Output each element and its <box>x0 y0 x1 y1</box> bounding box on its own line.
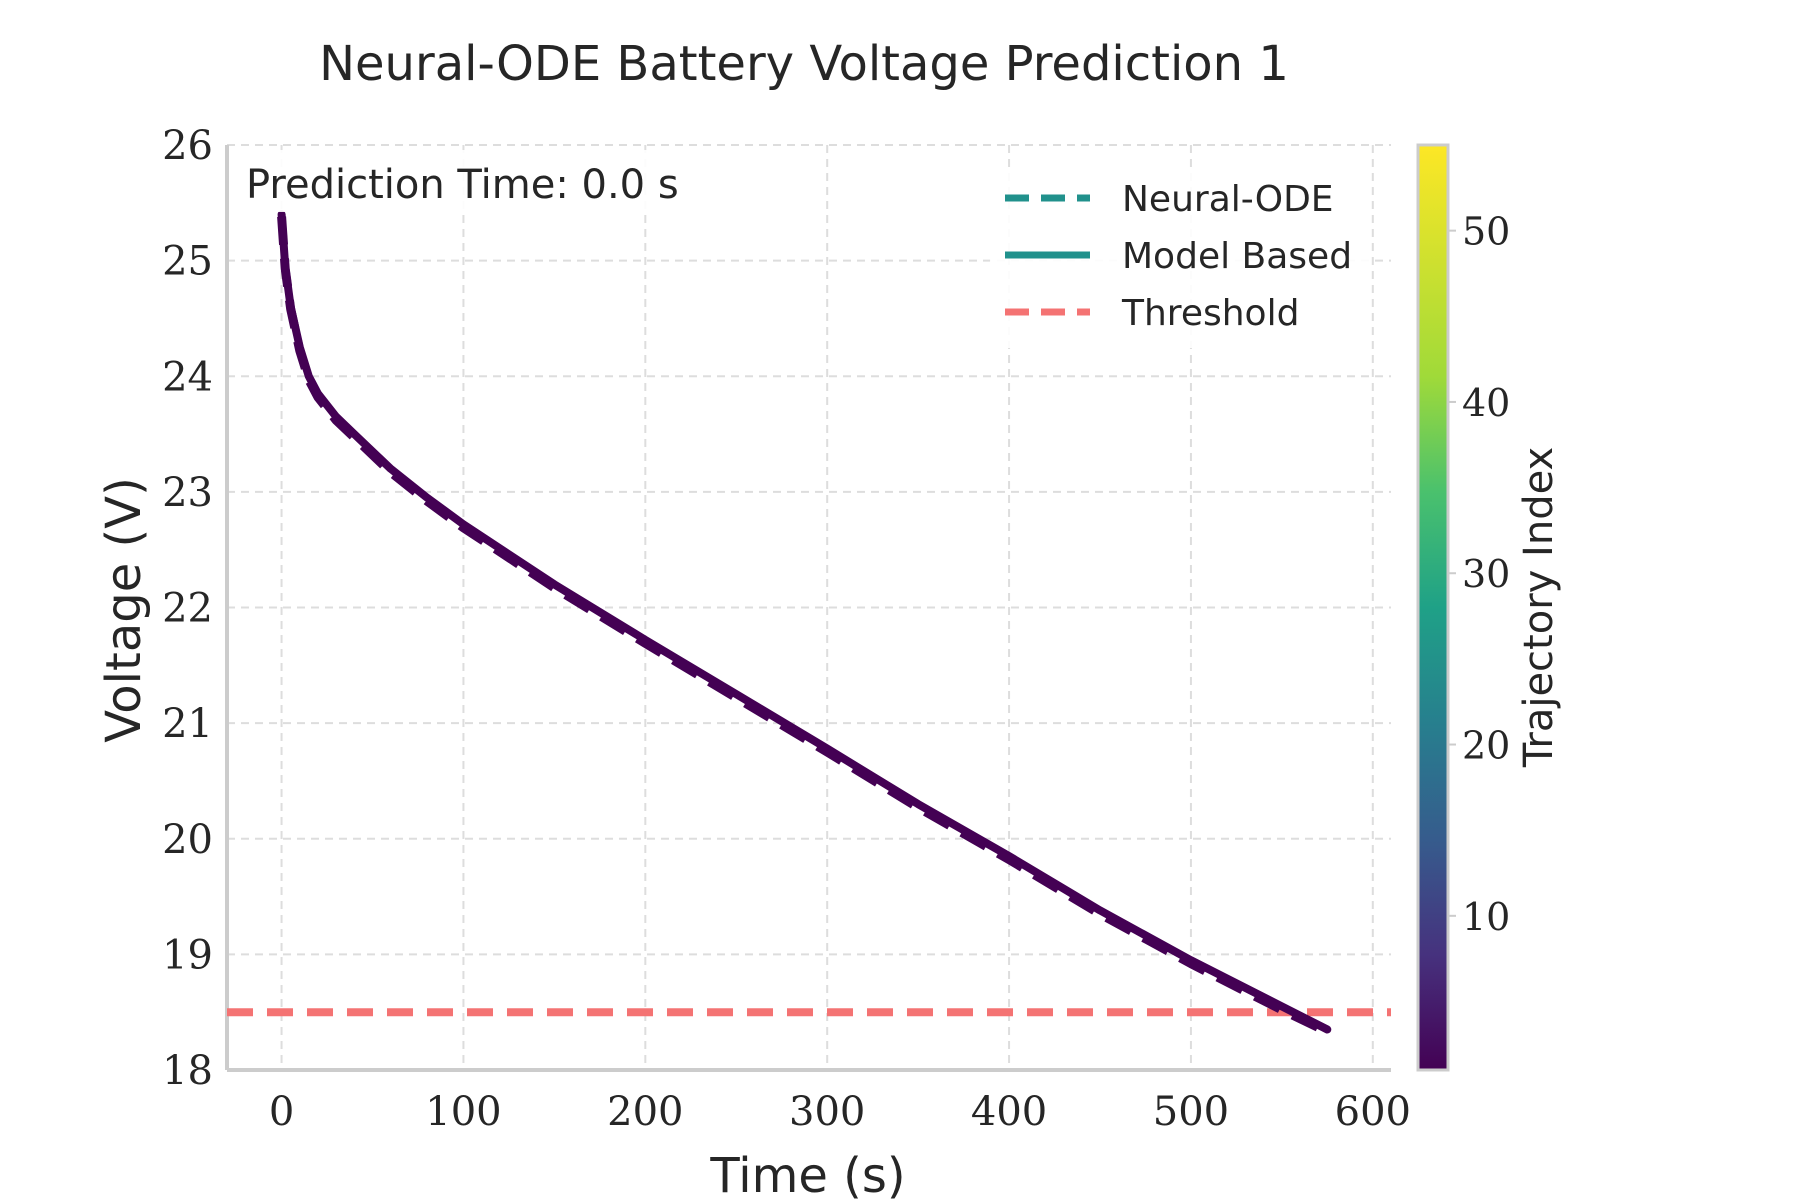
y-tick-label: 25 <box>162 239 213 285</box>
y-tick-label: 22 <box>162 586 213 632</box>
colorbar-label: Trajectory Index <box>1516 447 1562 768</box>
x-tick-label: 600 <box>1335 1089 1411 1135</box>
y-tick-label: 19 <box>162 932 213 978</box>
legend-label: Threshold <box>1121 293 1299 334</box>
colorbar-tick-label: 30 <box>1462 552 1510 596</box>
neural-ode-series-line <box>277 216 1330 1036</box>
x-tick-label: 500 <box>1153 1089 1229 1135</box>
colorbar-tick-label: 10 <box>1462 895 1510 939</box>
legend-label: Neural-ODE <box>1122 179 1334 220</box>
series-layer <box>227 210 1391 1036</box>
x-tick-label: 100 <box>425 1089 501 1135</box>
colorbar-ticks: 10 20 30 40 50 <box>1448 210 1510 939</box>
x-tick-label: 400 <box>971 1089 1047 1135</box>
y-tick-label: 21 <box>162 701 213 747</box>
legend-label: Model Based <box>1122 236 1352 277</box>
x-tick-label: 300 <box>789 1089 865 1135</box>
y-tick-label: 26 <box>162 123 213 169</box>
tick-labels: 0 100 200 300 400 500 600 18 19 20 21 22 23 24 25 26 <box>162 123 1411 1135</box>
x-tick-label: 200 <box>607 1089 683 1135</box>
legend: Neural-ODE Model Based Threshold <box>990 168 1370 348</box>
x-tick-label: 0 <box>269 1089 294 1135</box>
x-axis-label: Time (s) <box>709 1148 905 1200</box>
y-tick-label: 23 <box>162 470 213 516</box>
y-axis-label: Voltage (V) <box>96 477 152 743</box>
colorbar-tick-label: 50 <box>1462 210 1510 254</box>
colorbar-tick-label: 40 <box>1462 381 1510 425</box>
annotation-box <box>238 150 723 212</box>
colorbar-tick-label: 20 <box>1462 724 1510 768</box>
colorbar <box>1416 143 1450 1072</box>
chart-title: Neural-ODE Battery Voltage Prediction 1 <box>319 36 1289 92</box>
axes <box>225 145 1391 1072</box>
y-tick-label: 18 <box>162 1048 213 1094</box>
prediction-time-annotation: Prediction Time: 0.0 s <box>246 162 679 208</box>
y-tick-label: 20 <box>162 817 213 863</box>
y-tick-label: 24 <box>162 354 213 400</box>
